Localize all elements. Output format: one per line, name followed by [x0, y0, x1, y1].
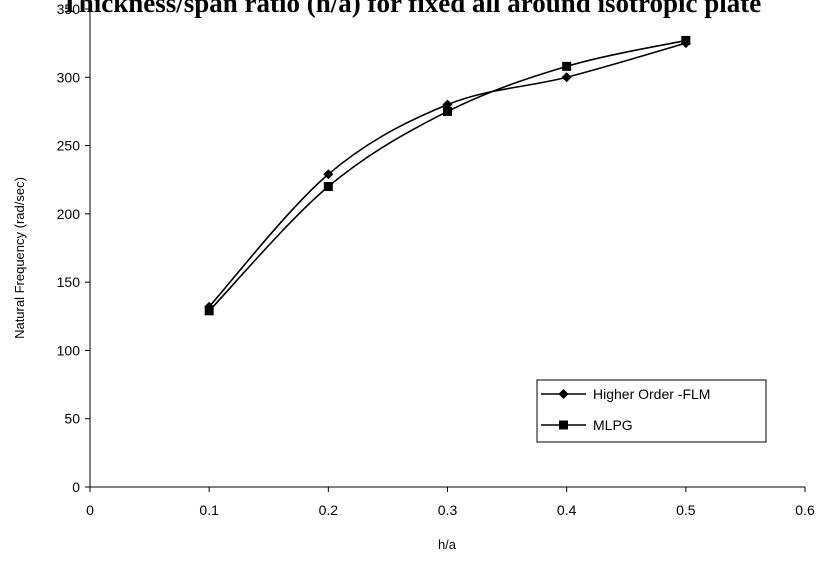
- x-tick-label: 0.1: [199, 502, 219, 518]
- data-point-series-1: [561, 72, 572, 83]
- x-tick-label: 0.3: [438, 502, 458, 518]
- y-tick-label: 300: [57, 69, 81, 85]
- y-tick-label: 250: [57, 138, 81, 154]
- x-tick-label: 0.5: [676, 502, 696, 518]
- data-point-series-2: [681, 35, 691, 45]
- legend: Higher Order -FLM MLPG: [536, 379, 767, 443]
- data-point-series-2: [323, 182, 333, 192]
- data-point-series-1: [323, 169, 334, 180]
- legend-label-series-2: MLPG: [593, 417, 633, 433]
- series-group: [204, 35, 691, 316]
- series-line-2: [208, 39, 687, 312]
- axes: [85, 8, 806, 492]
- y-tick-label: 350: [57, 1, 81, 17]
- legend-label-series-1: Higher Order -FLM: [593, 386, 710, 402]
- legend-marker-series-1: [558, 389, 569, 399]
- y-tick-label: 50: [64, 411, 80, 427]
- series-line-1: [208, 42, 687, 308]
- legend-box: [536, 379, 767, 443]
- x-tick-label: 0.2: [319, 502, 339, 518]
- data-point-series-2: [204, 306, 214, 316]
- x-axis-label: h/a: [438, 537, 457, 552]
- data-point-series-2: [443, 106, 452, 116]
- x-tick-label: 0.4: [557, 502, 577, 518]
- y-tick-label: 200: [57, 206, 81, 222]
- x-tick-label: 0.6: [795, 502, 815, 518]
- y-tick-label: 100: [57, 342, 81, 358]
- legend-marker-series-2: [559, 420, 568, 430]
- tick-labels: 0 50 100 150 200 250 300 350 0 0.1 0.2 0.3 0.4 0.5 0.6: [57, 1, 815, 518]
- x-tick-label: 0: [86, 502, 94, 518]
- y-tick-label: 150: [57, 274, 81, 290]
- y-axis-label: Natural Frequency (rad/sec): [12, 177, 27, 339]
- y-tick-label: 0: [72, 479, 80, 495]
- data-point-series-2: [562, 61, 572, 71]
- chart-title: Thickness/span ratio (h/a) for fixed all…: [61, 0, 762, 18]
